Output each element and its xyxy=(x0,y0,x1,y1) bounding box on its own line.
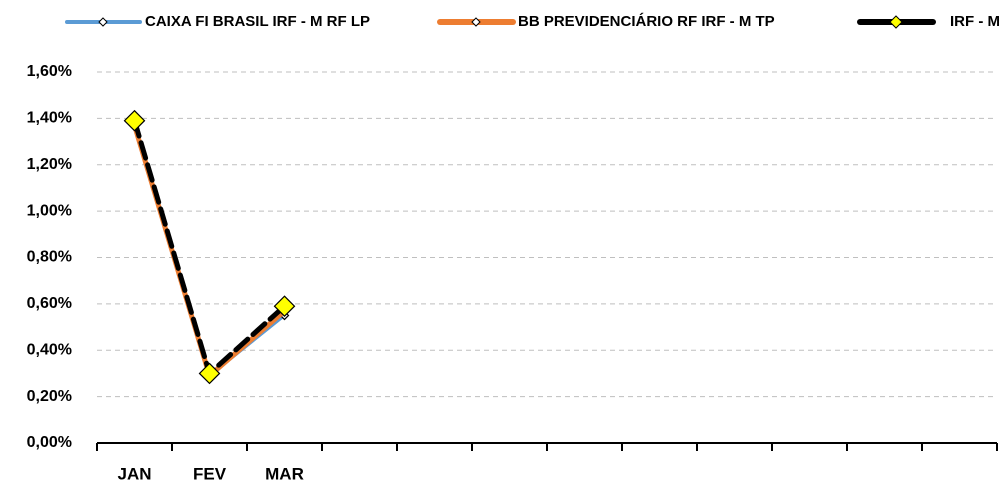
x-tick-label: JAN xyxy=(117,464,151,483)
y-tick-label: 1,40% xyxy=(27,110,72,127)
y-tick-label: 0,80% xyxy=(27,249,72,266)
marker xyxy=(198,362,221,385)
legend-marker xyxy=(98,17,108,27)
legend-label: IRF - M xyxy=(950,13,1000,30)
y-tick-label: 0,40% xyxy=(27,341,72,358)
y-tick-label: 0,20% xyxy=(27,388,72,405)
legend-marker xyxy=(471,17,481,27)
y-tick-label: 1,60% xyxy=(27,63,72,80)
marker xyxy=(123,109,146,132)
legend-label: BB PREVIDENCIÁRIO RF IRF - M TP xyxy=(518,13,775,30)
legend-marker xyxy=(889,15,903,29)
y-tick-label: 0,60% xyxy=(27,295,72,312)
series-line xyxy=(132,118,287,376)
y-tick-label: 1,00% xyxy=(27,202,72,219)
series-line xyxy=(132,122,287,379)
legend-label: CAIXA FI BRASIL IRF - M RF LP xyxy=(145,13,370,30)
x-tick-label: MAR xyxy=(265,464,304,483)
y-tick-label: 0,00% xyxy=(27,434,72,451)
marker xyxy=(273,295,296,318)
x-tick-label: FEV xyxy=(193,464,227,483)
series-line xyxy=(133,123,286,378)
y-tick-label: 1,20% xyxy=(27,156,72,173)
